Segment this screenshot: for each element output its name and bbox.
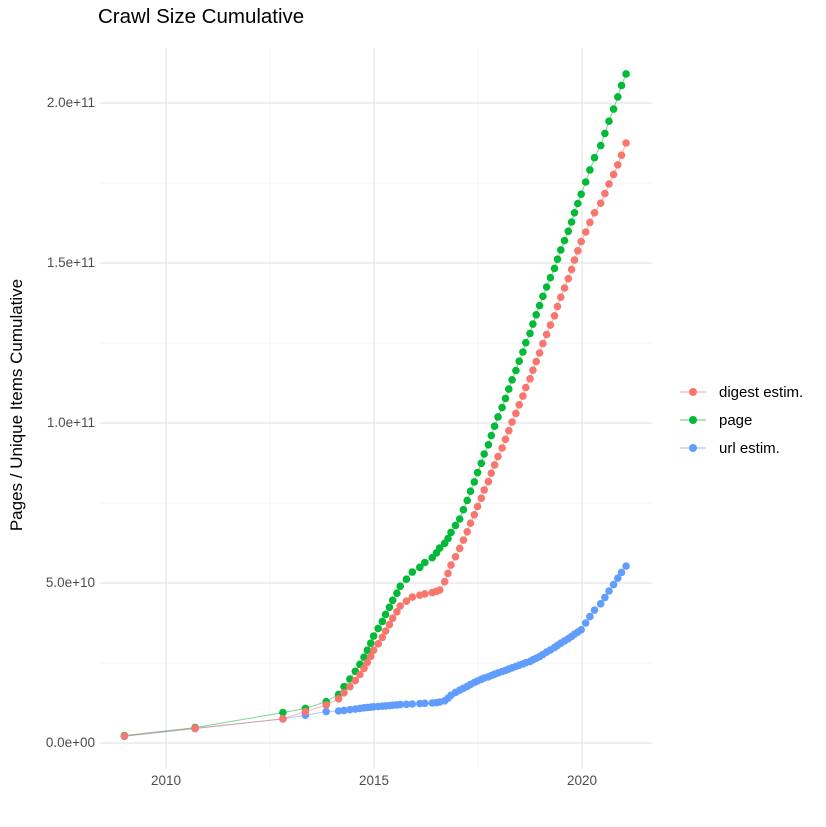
legend-key-digest-line-dot-icon [680, 388, 706, 396]
gridlines-minor [99, 48, 652, 769]
legend: digest estim. page url estim. [678, 378, 803, 462]
y-tick-label: 5.0e+10 [45, 575, 95, 590]
y-axis-title: Pages / Unique Items Cumulative [7, 278, 26, 532]
gridlines-major [99, 48, 652, 769]
y-tick-label: 1.5e+11 [46, 255, 95, 270]
x-tick-label: 2010 [150, 773, 182, 788]
series-url-estim [120, 562, 630, 741]
legend-key-url-line-dot-icon [680, 444, 706, 452]
legend-label-digest-estim: digest estim. [719, 383, 804, 401]
legend-item-page: page [678, 406, 803, 434]
legend-label-page: page [719, 411, 753, 429]
chart-title: Crawl Size Cumulative [98, 5, 305, 28]
legend-label-url-estim: url estim. [719, 439, 780, 457]
legend-item-digest-estim: digest estim. [678, 378, 803, 406]
y-tick-label: 2.0e+11 [46, 95, 95, 110]
x-tick-label: 2020 [566, 773, 598, 788]
legend-key-page-line-dot-icon [680, 416, 706, 424]
y-tick-label: 1.0e+11 [46, 415, 95, 430]
series-page [120, 70, 630, 740]
legend-item-url-estim: url estim. [678, 434, 803, 462]
x-tick-label: 2015 [358, 773, 390, 788]
series-digest-estim [120, 139, 630, 740]
y-tick-label: 0.0e+00 [45, 735, 95, 750]
